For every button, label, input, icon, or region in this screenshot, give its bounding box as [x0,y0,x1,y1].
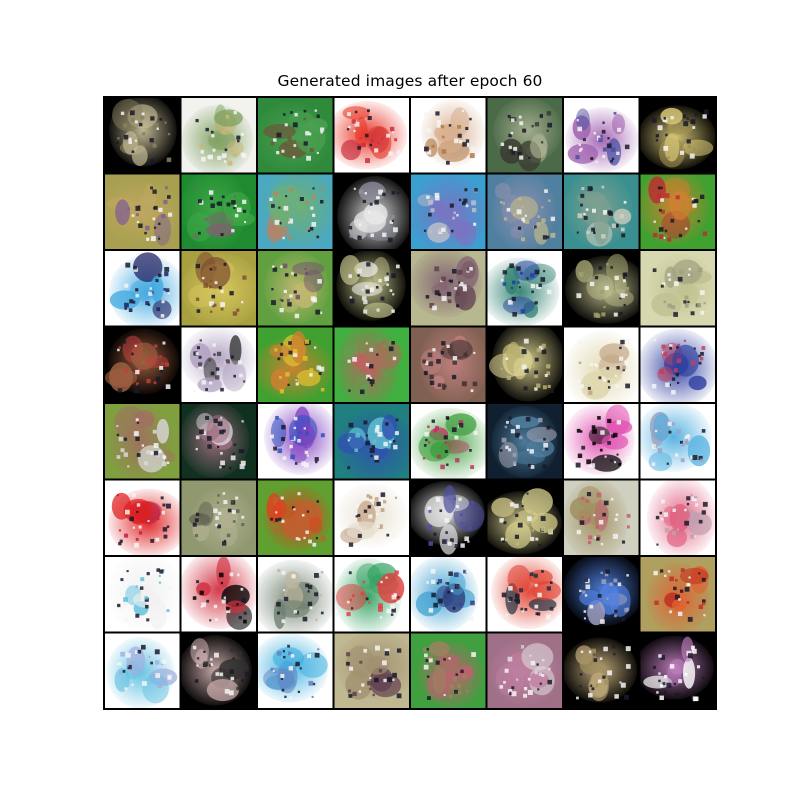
generated-image-tile [640,251,715,326]
generated-image-tile [181,633,256,708]
generated-image-tile [105,98,180,173]
generated-image-tile [564,557,639,632]
generated-image-tile [105,174,180,249]
generated-image-tile [640,557,715,632]
generated-image-tile [640,404,715,479]
generated-image-tile [258,174,333,249]
generated-image-tile [258,557,333,632]
generated-image-tile [487,633,562,708]
generated-image-tile [487,98,562,173]
generated-image-tile [334,98,409,173]
generated-image-tile [105,251,180,326]
generated-image-tile [411,557,486,632]
generated-image-tile [564,174,639,249]
generated-image-tile [564,404,639,479]
generated-image-tile [564,633,639,708]
generated-image-tile [181,327,256,402]
generated-image-tile [564,251,639,326]
generated-image-tile [181,251,256,326]
figure-title: Generated images after epoch 60 [277,72,543,90]
generated-image-tile [334,327,409,402]
generated-image-tile [640,633,715,708]
generated-image-tile [411,327,486,402]
generated-image-tile [105,633,180,708]
generated-image-tile [105,327,180,402]
generated-image-tile [258,327,333,402]
generated-image-tile [334,480,409,555]
generated-image-grid [105,98,715,708]
generated-image-tile [411,480,486,555]
generated-image-tile [640,327,715,402]
generated-image-tile [258,98,333,173]
generated-image-tile [487,404,562,479]
generated-image-tile [487,557,562,632]
generated-image-tile [411,633,486,708]
generated-image-tile [334,174,409,249]
generated-image-tile [105,480,180,555]
generated-image-tile [564,98,639,173]
generated-image-tile [181,480,256,555]
generated-image-tile [487,480,562,555]
generated-image-tile [258,633,333,708]
generated-image-tile [564,327,639,402]
generated-image-tile [334,557,409,632]
generated-image-tile [411,251,486,326]
generated-image-tile [487,174,562,249]
generated-image-tile [105,557,180,632]
generated-image-tile [411,404,486,479]
generated-image-tile [181,557,256,632]
generated-image-tile [334,404,409,479]
generated-image-tile [258,404,333,479]
generated-image-tile [487,327,562,402]
generated-image-tile [258,251,333,326]
generated-image-tile [640,98,715,173]
generated-image-tile [564,480,639,555]
generated-image-tile [640,174,715,249]
generated-image-tile [105,404,180,479]
generated-image-tile [411,174,486,249]
generated-image-tile [487,251,562,326]
generated-image-tile [334,251,409,326]
generated-image-tile [258,480,333,555]
generated-image-tile [181,404,256,479]
generated-image-tile [181,174,256,249]
generated-image-tile [411,98,486,173]
generated-image-tile [640,480,715,555]
generated-image-tile [334,633,409,708]
generated-image-tile [181,98,256,173]
